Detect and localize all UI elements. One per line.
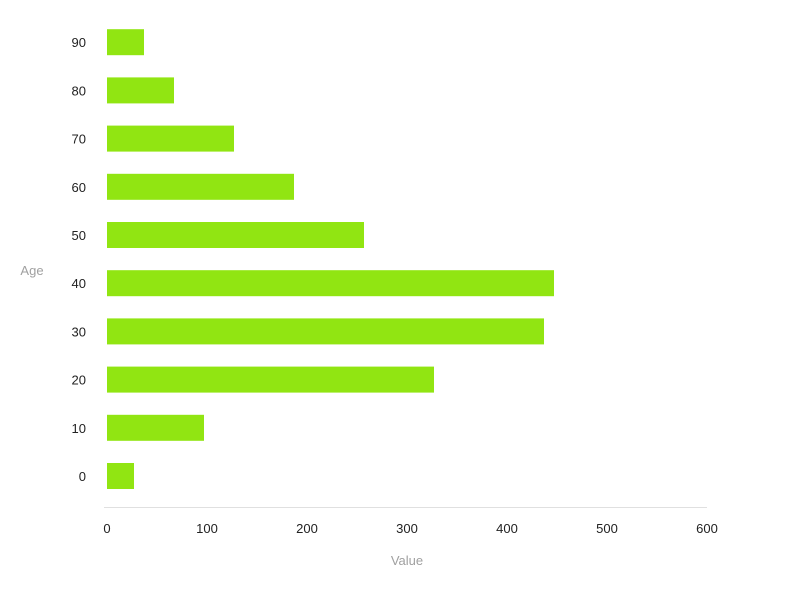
x-axis-title: Value xyxy=(391,553,423,568)
bars-group xyxy=(107,29,554,489)
x-tick-label: 400 xyxy=(496,521,518,536)
x-tick-label: 100 xyxy=(196,521,218,536)
x-tick-labels: 0 100 200 300 400 500 600 xyxy=(103,521,717,536)
y-tick-label: 10 xyxy=(72,421,86,436)
y-tick-label: 0 xyxy=(79,469,86,484)
y-tick-label: 90 xyxy=(72,35,86,50)
y-axis-title: Age xyxy=(20,263,43,278)
x-tick-label: 500 xyxy=(596,521,618,536)
y-tick-label: 50 xyxy=(72,228,86,243)
y-tick-label: 20 xyxy=(72,373,86,388)
bar-age-20 xyxy=(107,366,434,393)
bar-age-10 xyxy=(107,414,204,441)
bar-age-60 xyxy=(107,173,294,200)
bar-age-50 xyxy=(107,222,364,248)
y-tick-labels: 0 10 20 30 40 50 60 70 80 90 xyxy=(72,35,86,484)
y-tick-label: 80 xyxy=(72,83,86,98)
bar-age-30 xyxy=(107,318,544,345)
x-tick-label: 600 xyxy=(696,521,718,536)
y-tick-label: 60 xyxy=(72,180,86,195)
bar-age-40 xyxy=(107,270,554,297)
x-tick-label: 200 xyxy=(296,521,318,536)
bar-age-90 xyxy=(107,29,144,56)
y-tick-label: 30 xyxy=(72,324,86,339)
x-tick-label: 0 xyxy=(103,521,110,536)
bar-age-80 xyxy=(107,77,174,104)
bar-age-70 xyxy=(107,125,234,152)
bar-age-0 xyxy=(107,463,134,489)
y-tick-label: 70 xyxy=(72,132,86,147)
x-tick-label: 300 xyxy=(396,521,418,536)
y-tick-label: 40 xyxy=(72,276,86,291)
